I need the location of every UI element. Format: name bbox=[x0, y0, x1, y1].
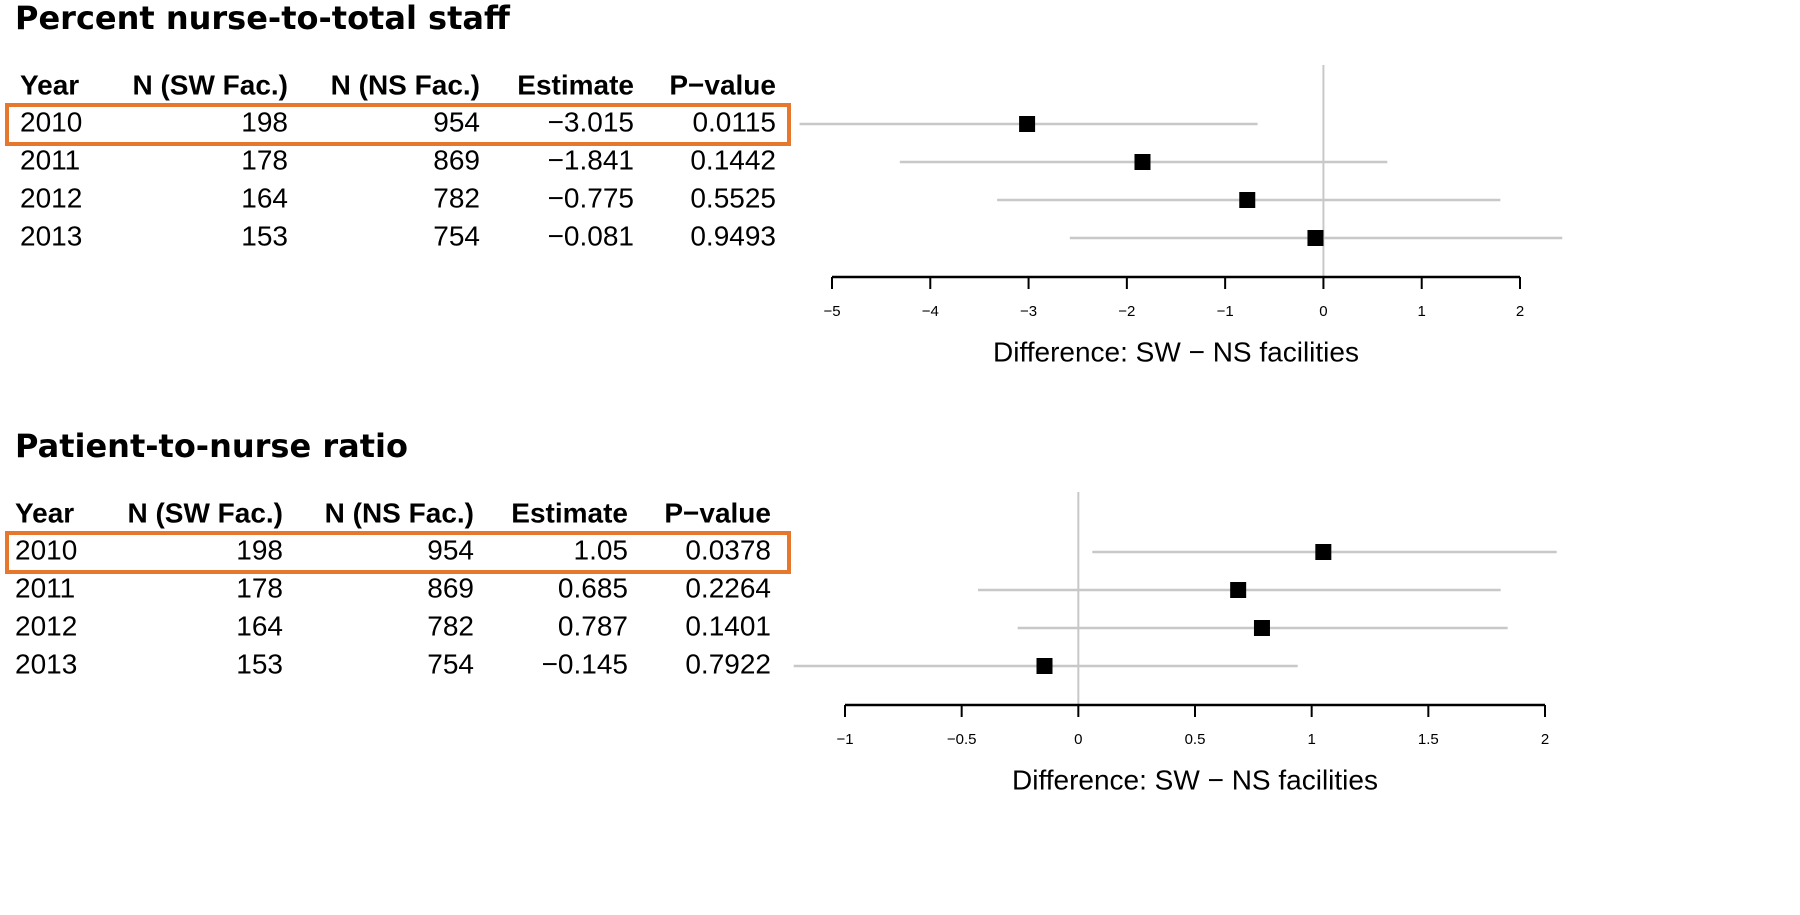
p-value-cell: 0.1442 bbox=[690, 144, 776, 175]
n-sw-cell: 153 bbox=[236, 648, 283, 679]
x-tick-label: 0 bbox=[1074, 731, 1082, 748]
x-tick-label: 1.5 bbox=[1418, 731, 1439, 748]
year-cell: 2012 bbox=[20, 182, 82, 213]
year-cell: 2011 bbox=[15, 572, 75, 603]
x-tick-label: −3 bbox=[1020, 303, 1037, 320]
p-value-cell: 0.2264 bbox=[685, 572, 771, 603]
p-value-cell: 0.7922 bbox=[685, 648, 771, 679]
x-axis-label: Difference: SW − NS facilities bbox=[1012, 764, 1378, 795]
estimate-marker bbox=[1134, 154, 1151, 170]
chart-title: Percent nurse-to-total staff bbox=[15, 0, 511, 37]
p-value-cell: 0.1401 bbox=[685, 610, 771, 641]
estimate-marker bbox=[1239, 192, 1256, 208]
x-tick-label: −1 bbox=[836, 731, 853, 748]
estimate-cell: −3.015 bbox=[548, 106, 634, 137]
n-ns-cell: 954 bbox=[433, 106, 480, 137]
p-value-cell: 0.9493 bbox=[690, 220, 776, 251]
column-header: Year bbox=[15, 497, 74, 528]
x-tick-label: 1 bbox=[1307, 731, 1315, 748]
estimate-cell: 1.05 bbox=[574, 534, 629, 565]
n-sw-cell: 178 bbox=[236, 572, 283, 603]
n-sw-cell: 153 bbox=[241, 220, 288, 251]
x-tick-label: −2 bbox=[1118, 303, 1135, 320]
column-header: N (SW Fac.) bbox=[132, 69, 288, 100]
estimate-marker bbox=[1315, 544, 1332, 560]
n-ns-cell: 869 bbox=[427, 572, 474, 603]
estimate-cell: −1.841 bbox=[548, 144, 634, 175]
x-tick-label: −1 bbox=[1217, 303, 1234, 320]
x-tick-label: −4 bbox=[922, 303, 939, 320]
year-cell: 2010 bbox=[15, 534, 77, 565]
n-sw-cell: 178 bbox=[241, 144, 288, 175]
x-tick-label: 2 bbox=[1541, 731, 1549, 748]
estimate-cell: −0.081 bbox=[548, 220, 634, 251]
column-header: N (NS Fac.) bbox=[331, 69, 480, 100]
x-axis-label: Difference: SW − NS facilities bbox=[993, 336, 1359, 367]
n-ns-cell: 782 bbox=[427, 610, 474, 641]
year-cell: 2013 bbox=[20, 220, 82, 251]
year-cell: 2012 bbox=[15, 610, 77, 641]
column-header: N (NS Fac.) bbox=[325, 497, 474, 528]
highlight-box bbox=[5, 531, 791, 574]
n-sw-cell: 198 bbox=[241, 106, 288, 137]
estimate-cell: −0.145 bbox=[542, 648, 628, 679]
estimate-cell: −0.775 bbox=[548, 182, 634, 213]
estimate-cell: 0.787 bbox=[558, 610, 628, 641]
x-tick-label: 0 bbox=[1319, 303, 1327, 320]
x-tick-label: 0.5 bbox=[1185, 731, 1206, 748]
p-value-cell: 0.0115 bbox=[692, 106, 776, 137]
column-header: N (SW Fac.) bbox=[127, 497, 283, 528]
highlight-box bbox=[5, 103, 791, 146]
estimate-marker bbox=[1307, 230, 1324, 246]
n-ns-cell: 754 bbox=[427, 648, 474, 679]
column-header: P−value bbox=[669, 69, 776, 100]
x-tick-label: 2 bbox=[1516, 303, 1524, 320]
estimate-marker bbox=[1230, 582, 1247, 598]
n-ns-cell: 869 bbox=[433, 144, 480, 175]
estimate-cell: 0.685 bbox=[558, 572, 628, 603]
p-value-cell: 0.0378 bbox=[685, 534, 771, 565]
year-cell: 2010 bbox=[20, 106, 82, 137]
estimate-marker bbox=[1253, 620, 1270, 636]
n-ns-cell: 782 bbox=[433, 182, 480, 213]
year-cell: 2013 bbox=[15, 648, 77, 679]
x-tick-label: −0.5 bbox=[947, 731, 977, 748]
column-header: P−value bbox=[664, 497, 771, 528]
estimate-marker bbox=[1036, 658, 1053, 674]
n-sw-cell: 198 bbox=[236, 534, 283, 565]
x-tick-label: −5 bbox=[823, 303, 840, 320]
n-sw-cell: 164 bbox=[241, 182, 288, 213]
chart-title: Patient-to-nurse ratio bbox=[15, 427, 408, 465]
n-sw-cell: 164 bbox=[236, 610, 283, 641]
column-header: Estimate bbox=[517, 69, 634, 100]
n-ns-cell: 754 bbox=[433, 220, 480, 251]
x-tick-label: 1 bbox=[1418, 303, 1426, 320]
column-header: Year bbox=[20, 69, 79, 100]
n-ns-cell: 954 bbox=[427, 534, 474, 565]
column-header: Estimate bbox=[511, 497, 628, 528]
year-cell: 2011 bbox=[20, 144, 80, 175]
p-value-cell: 0.5525 bbox=[690, 182, 776, 213]
estimate-marker bbox=[1019, 116, 1036, 132]
